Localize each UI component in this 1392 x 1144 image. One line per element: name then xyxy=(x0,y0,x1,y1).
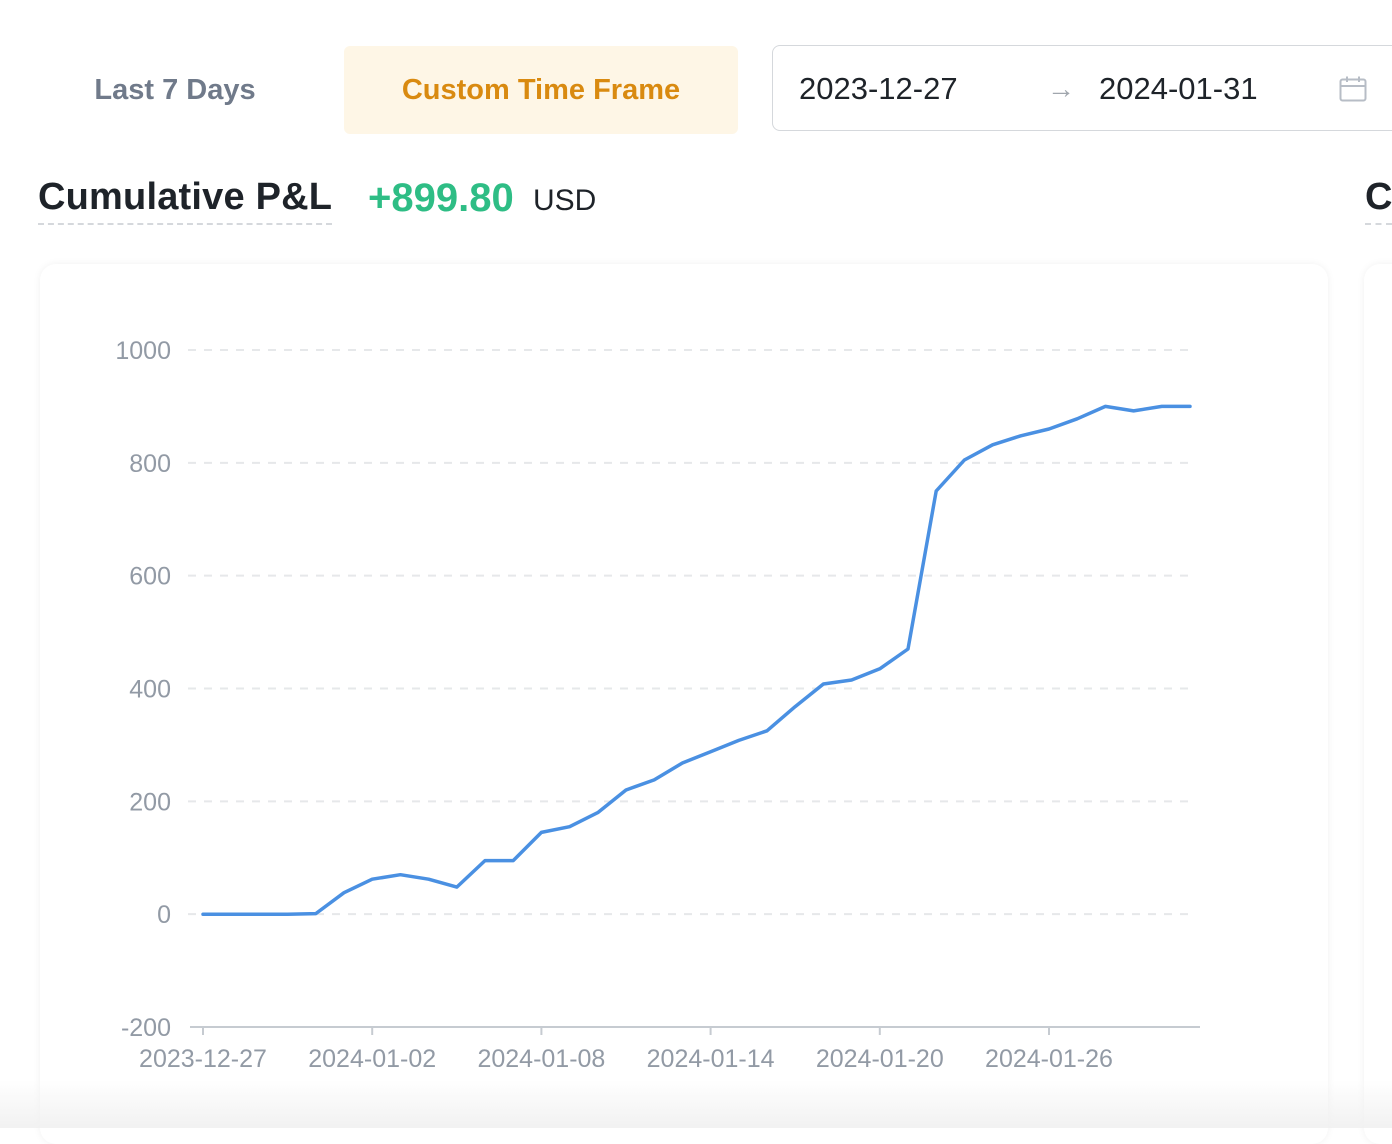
y-tick-label: 0 xyxy=(157,901,171,929)
data-point[interactable] xyxy=(817,678,829,690)
data-point[interactable] xyxy=(423,873,435,885)
calendar-icon[interactable] xyxy=(1339,76,1367,102)
data-point[interactable] xyxy=(1184,400,1196,412)
data-point[interactable] xyxy=(958,454,970,466)
data-point[interactable] xyxy=(225,908,237,920)
data-point[interactable] xyxy=(366,873,378,885)
data-point[interactable] xyxy=(733,734,745,746)
data-point[interactable] xyxy=(507,855,519,867)
x-tick-label: 2024-01-26 xyxy=(985,1045,1113,1073)
x-tick-label: 2024-01-20 xyxy=(816,1045,944,1073)
x-tick-label: 2024-01-08 xyxy=(477,1045,605,1073)
data-point[interactable] xyxy=(874,663,886,675)
data-point[interactable] xyxy=(253,908,265,920)
data-point[interactable] xyxy=(1043,423,1055,435)
data-point[interactable] xyxy=(338,887,350,899)
end-date-input[interactable]: 2024-01-31 xyxy=(1099,71,1258,106)
pnl-series-line xyxy=(201,404,1192,916)
cumulative-pnl-title[interactable]: Cumulative P&L xyxy=(38,176,333,225)
data-point[interactable] xyxy=(564,821,576,833)
data-point[interactable] xyxy=(1156,400,1168,412)
y-tick-label: 800 xyxy=(129,450,171,478)
bottom-fade xyxy=(0,1080,1392,1128)
data-point[interactable] xyxy=(902,643,914,655)
data-point[interactable] xyxy=(987,439,999,451)
data-point[interactable] xyxy=(620,784,632,796)
adjacent-card xyxy=(1364,264,1392,1144)
y-tick-label: -200 xyxy=(121,1014,171,1042)
data-point[interactable] xyxy=(930,485,942,497)
pnl-chart-card xyxy=(40,264,1328,1144)
data-point[interactable] xyxy=(676,757,688,769)
data-point[interactable] xyxy=(648,774,660,786)
data-point[interactable] xyxy=(1071,413,1083,425)
tab-last-7-days[interactable]: Last 7 Days xyxy=(94,73,256,106)
pnl-value: +899.80 xyxy=(368,176,514,220)
data-point[interactable] xyxy=(1015,430,1027,442)
data-point[interactable] xyxy=(197,908,209,920)
data-point[interactable] xyxy=(705,746,717,758)
data-point[interactable] xyxy=(394,869,406,881)
x-tick-label: 2024-01-14 xyxy=(647,1045,775,1073)
x-tick-label: 2023-12-27 xyxy=(139,1045,267,1073)
x-tick-label: 2024-01-02 xyxy=(308,1045,436,1073)
data-point[interactable] xyxy=(535,826,547,838)
start-date-input[interactable]: 2023-12-27 xyxy=(799,71,958,106)
data-point[interactable] xyxy=(846,674,858,686)
data-point[interactable] xyxy=(310,908,322,920)
data-point[interactable] xyxy=(451,881,463,893)
data-point[interactable] xyxy=(282,908,294,920)
data-point[interactable] xyxy=(1128,405,1140,417)
next-section-title: C xyxy=(1365,176,1392,225)
y-tick-label: 400 xyxy=(129,676,171,704)
tab-custom-time-frame[interactable]: Custom Time Frame xyxy=(344,46,738,134)
data-point[interactable] xyxy=(761,725,773,737)
pnl-unit: USD xyxy=(533,184,597,217)
y-tick-label: 600 xyxy=(129,563,171,591)
date-range-picker[interactable]: 2023-12-27 → 2024-01-31 xyxy=(772,45,1392,131)
data-point[interactable] xyxy=(789,701,801,713)
data-point[interactable] xyxy=(1099,400,1111,412)
y-tick-label: 1000 xyxy=(115,337,171,365)
range-arrow-icon: → xyxy=(1047,73,1075,104)
data-point[interactable] xyxy=(479,855,491,867)
data-point[interactable] xyxy=(592,807,604,819)
y-tick-label: 200 xyxy=(129,788,171,816)
